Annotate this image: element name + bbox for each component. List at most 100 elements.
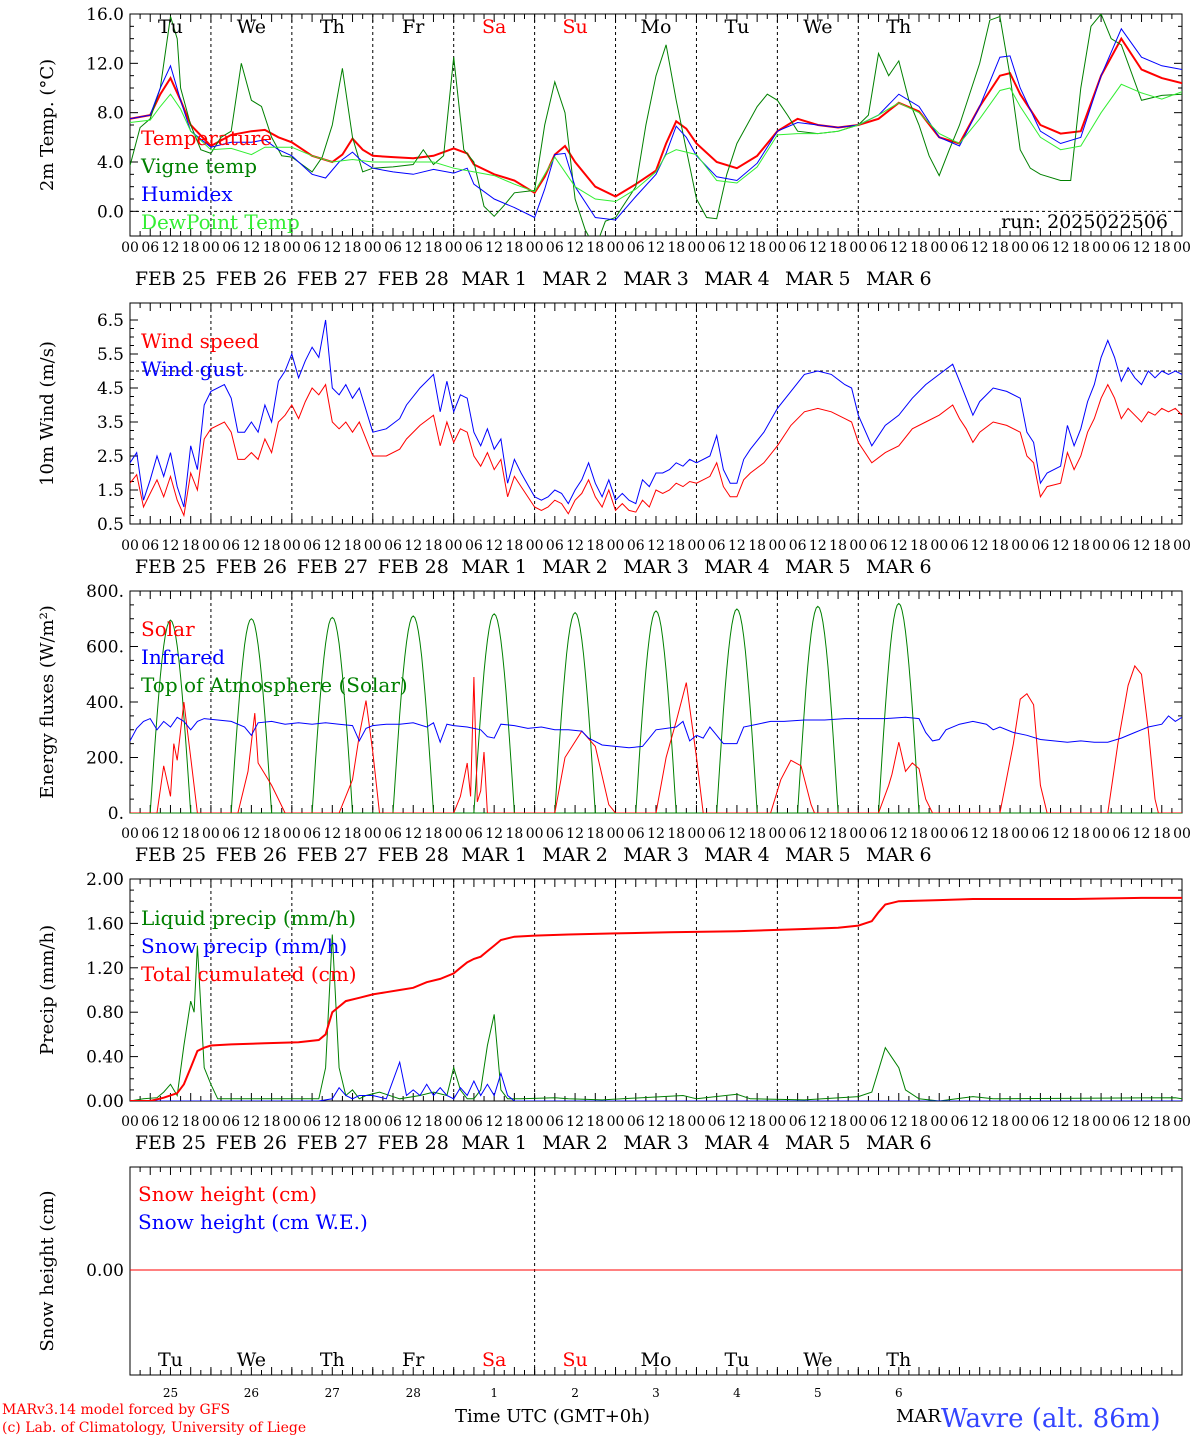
y-tick-label: 8.0 [97, 104, 124, 124]
day-number: 28 [406, 1386, 421, 1400]
hour-tick-label: 00 [688, 826, 706, 842]
y-tick-label: 0.0 [97, 202, 124, 222]
series-line-vigne-temp [130, 14, 1182, 236]
day-number: 4 [733, 1386, 741, 1400]
hour-tick-label: 00 [1092, 826, 1110, 842]
y-tick-label: 1.5 [97, 481, 124, 501]
hour-tick-label: 06 [789, 826, 807, 842]
date-label: MAR 3 [623, 844, 689, 866]
hour-tick-label: 12 [890, 1114, 908, 1130]
hour-tick-label: 18 [505, 240, 523, 256]
plot-frame [129, 13, 1183, 237]
hour-tick-label: 06 [1112, 826, 1130, 842]
day-name: Mo [641, 1349, 672, 1371]
legend-entry: Snow height (cm) [138, 1182, 317, 1206]
y-tick-label: 0.80 [86, 1003, 124, 1023]
date-label: MAR 3 [623, 1132, 689, 1154]
legend-entry: Solar [141, 617, 195, 641]
day-name: We [803, 1349, 832, 1371]
hour-tick-label: 12 [485, 538, 503, 554]
hour-tick-label: 06 [1112, 240, 1130, 256]
hour-tick-label: 00 [768, 538, 786, 554]
hour-tick-label: 18 [344, 538, 362, 554]
hour-tick-label: 06 [384, 826, 402, 842]
hour-tick-label: 12 [242, 826, 260, 842]
legend-entry: DewPoint Temp [141, 210, 300, 234]
month-label: MAR [896, 1406, 941, 1427]
hour-tick-label: 06 [546, 1114, 564, 1130]
hour-tick-label: 12 [1052, 538, 1070, 554]
hour-tick-label: 12 [647, 826, 665, 842]
hour-tick-label: 18 [1153, 538, 1171, 554]
hour-tick-label: 12 [485, 240, 503, 256]
hour-tick-label: 00 [849, 1114, 867, 1130]
hour-tick-label: 00 [607, 1114, 625, 1130]
hour-tick-label: 12 [566, 240, 584, 256]
hour-tick-label: 12 [566, 538, 584, 554]
model-line: MARv3.14 model forced by GFS [2, 1402, 231, 1418]
hour-tick-label: 00 [1092, 538, 1110, 554]
hour-tick-label: 00 [607, 826, 625, 842]
hour-tick-label: 12 [323, 538, 341, 554]
day-name: Sa [482, 16, 506, 38]
hour-tick-label: 06 [1112, 538, 1130, 554]
hour-tick-label: 00 [607, 240, 625, 256]
day-name: Th [886, 16, 911, 38]
hour-tick-label: 06 [465, 538, 483, 554]
legend-entry: Snow precip (mm/h) [141, 934, 347, 958]
date-label: FEB 26 [216, 844, 287, 866]
hour-tick-label: 12 [809, 538, 827, 554]
hour-tick-label: 00 [445, 538, 463, 554]
hour-tick-label: 12 [162, 1114, 180, 1130]
hour-tick-label: 12 [809, 1114, 827, 1130]
hour-tick-label: 00 [364, 826, 382, 842]
hour-tick-label: 06 [708, 1114, 726, 1130]
station-label: Wavre (alt. 86m) [941, 1404, 1161, 1434]
hour-tick-label: 06 [870, 538, 888, 554]
day-number: 26 [244, 1386, 259, 1400]
hour-tick-label: 06 [384, 1114, 402, 1130]
hour-tick-label: 06 [1112, 1114, 1130, 1130]
y-tick-label: 800. [86, 582, 124, 602]
hour-tick-label: 18 [910, 240, 928, 256]
hour-tick-label: 18 [748, 1114, 766, 1130]
hour-tick-label: 18 [991, 538, 1009, 554]
hour-tick-label: 12 [1133, 826, 1151, 842]
date-label: MAR 4 [704, 556, 770, 578]
date-label: MAR 5 [785, 844, 851, 866]
day-name: Tu [158, 1349, 183, 1371]
hour-tick-label: 18 [748, 240, 766, 256]
day-name: Tu [724, 16, 749, 38]
day-number: 2 [571, 1386, 579, 1400]
hour-tick-label: 18 [829, 538, 847, 554]
hour-tick-label: 12 [242, 240, 260, 256]
hour-tick-label: 12 [1133, 538, 1151, 554]
day-number: 3 [652, 1386, 660, 1400]
hour-tick-label: 06 [870, 1114, 888, 1130]
hour-tick-label: 12 [647, 538, 665, 554]
hour-tick-label: 00 [768, 1114, 786, 1130]
day-name: Su [562, 16, 587, 38]
hour-tick-label: 12 [890, 826, 908, 842]
hour-tick-label: 06 [1031, 538, 1049, 554]
hour-tick-label: 12 [485, 1114, 503, 1130]
hour-tick-label: 18 [425, 826, 443, 842]
hour-tick-label: 18 [748, 538, 766, 554]
day-name: Th [320, 16, 345, 38]
hour-tick-label: 06 [789, 240, 807, 256]
series-line-humidex [130, 27, 1182, 221]
hour-tick-label: 06 [465, 826, 483, 842]
legend-entry: Wind speed [141, 329, 259, 353]
hour-tick-label: 00 [1011, 240, 1029, 256]
hour-tick-label: 18 [505, 826, 523, 842]
hour-tick-label: 18 [1072, 826, 1090, 842]
date-label: FEB 28 [378, 1132, 449, 1154]
hour-tick-label: 18 [505, 1114, 523, 1130]
y-tick-label: 600. [86, 638, 124, 658]
hour-tick-label: 12 [404, 538, 422, 554]
hour-tick-label: 06 [951, 1114, 969, 1130]
hour-tick-label: 18 [667, 1114, 685, 1130]
hour-tick-label: 12 [404, 1114, 422, 1130]
hour-tick-label: 06 [303, 1114, 321, 1130]
hour-tick-label: 12 [1133, 240, 1151, 256]
